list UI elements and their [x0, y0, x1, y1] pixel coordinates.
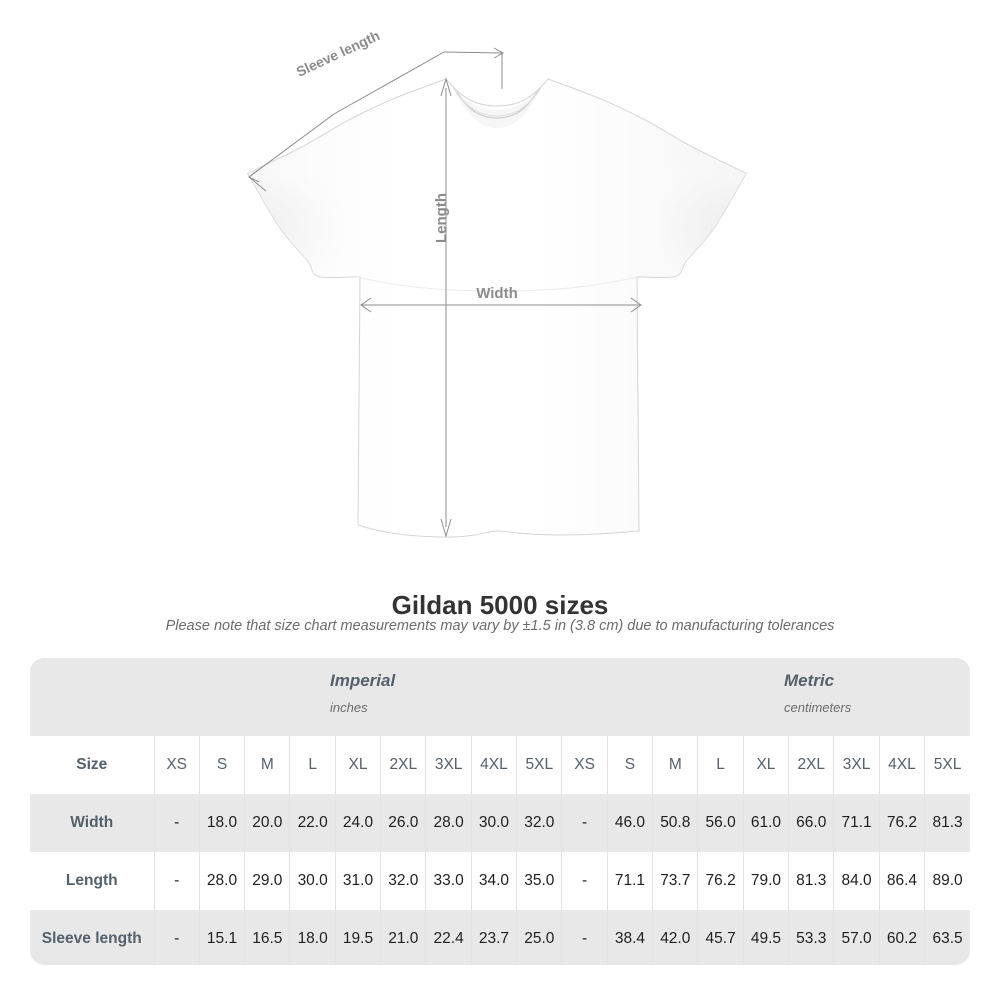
svg-text:Length: Length	[433, 193, 450, 243]
svg-text:Width: Width	[476, 285, 518, 302]
svg-text:Sleeve length: Sleeve length	[294, 27, 383, 80]
